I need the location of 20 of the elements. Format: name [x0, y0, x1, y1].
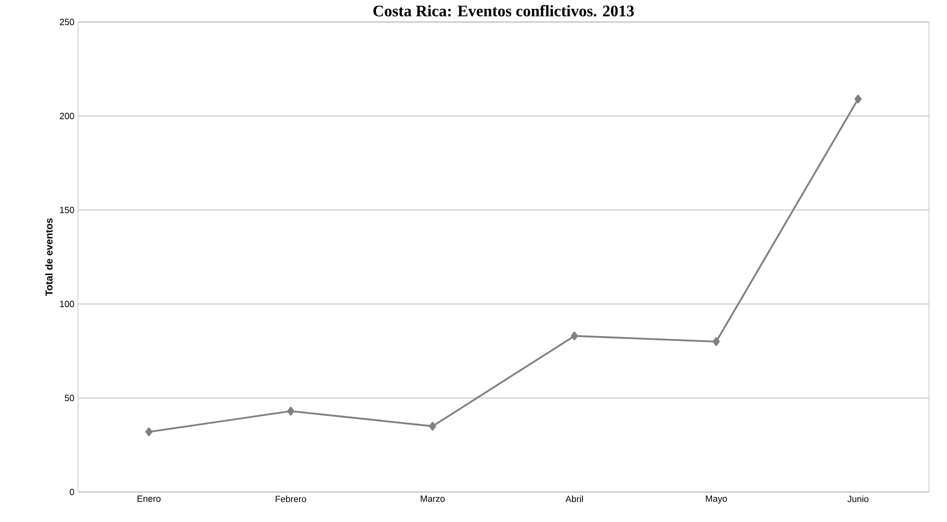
x-tick-label: Abril: [565, 496, 583, 502]
point: [429, 422, 436, 431]
x-tick-label: Febrero: [276, 496, 306, 502]
point: [712, 337, 720, 346]
y-tick-label: 200: [60, 112, 74, 120]
x-tick-label: Enero: [138, 496, 161, 502]
point: [570, 332, 578, 340]
y-tick-label: 50: [64, 394, 74, 402]
y-tick-label: 100: [60, 300, 74, 308]
y-tick-label: 250: [60, 18, 74, 26]
y-tick-label: 0: [70, 488, 74, 496]
point: [854, 94, 862, 104]
point: [145, 427, 152, 436]
x-tick-label: Marzo: [420, 496, 445, 502]
y-tick-label: 150: [60, 206, 74, 214]
x-tick-label: Junio: [847, 496, 868, 502]
x-tick-label: Mayo: [706, 496, 727, 504]
chart-title: Costa Rica: Eventos conflictivos. 2013: [373, 4, 634, 16]
point: [287, 406, 294, 416]
y-axis-title: Total de eventos: [45, 218, 53, 296]
